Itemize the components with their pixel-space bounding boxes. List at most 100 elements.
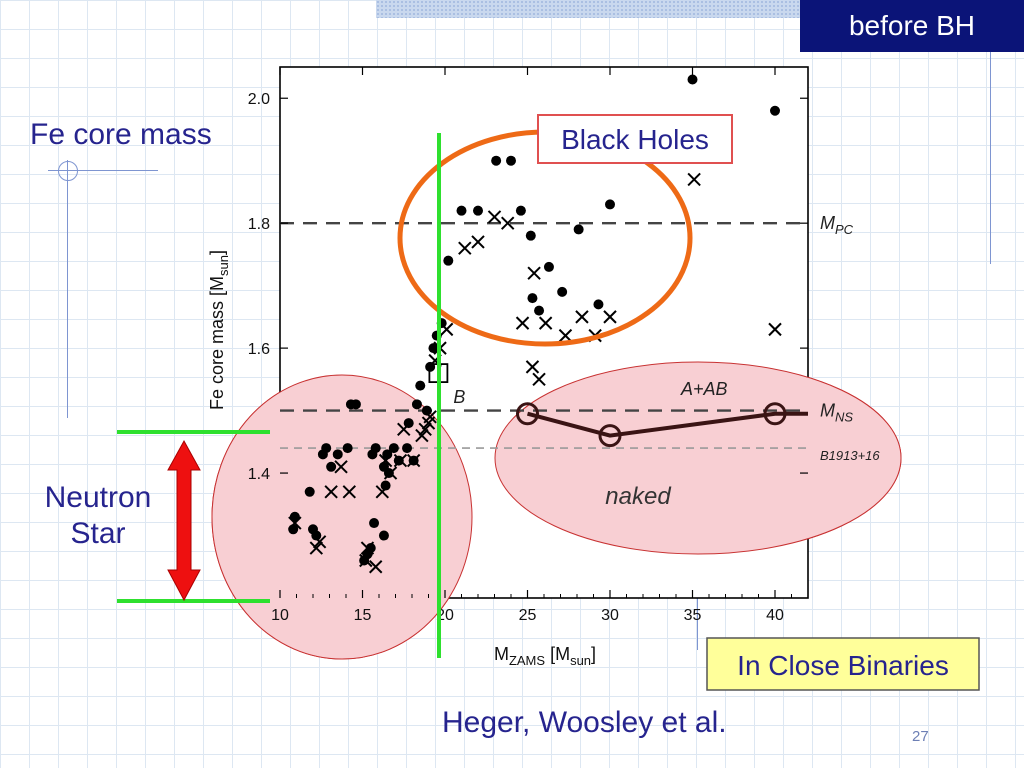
dot-point-31 [402, 443, 413, 454]
x-axis-label-sub: ZAMS [509, 653, 545, 668]
x-axis-label-main: M [494, 644, 509, 664]
companion-point-1 [598, 424, 622, 448]
cross-point-33 [309, 541, 324, 555]
companion-series-label: A+AB [680, 379, 728, 399]
dot-point-4 [605, 199, 615, 210]
cross-point-12 [439, 322, 454, 337]
x-tick-label-0: 10 [271, 607, 289, 624]
dot-point-22 [350, 399, 361, 410]
decor-line-right-vertical [990, 52, 991, 264]
cross-point-23 [378, 453, 393, 468]
dot-point-40 [380, 480, 391, 491]
dot-point-38 [383, 468, 394, 479]
x-axis-label: MZAMS [Msun] [494, 644, 596, 668]
dot-point-15 [593, 299, 604, 310]
dot-point-3 [506, 155, 516, 166]
reference-label-sub-1: NS [835, 410, 853, 425]
cross-point-4 [458, 241, 472, 255]
companion-line [526, 411, 808, 438]
corner-title-tab: before BH [800, 0, 1024, 52]
companion-point-0 [516, 402, 539, 426]
cross-point-31 [288, 516, 302, 530]
cross-point-35 [359, 553, 373, 568]
dot-point-41 [304, 486, 315, 497]
cross-point-32 [312, 535, 327, 549]
close-binaries-label: In Close Binaries [737, 650, 949, 681]
dot-point-20 [415, 380, 426, 391]
dot-point-11 [543, 261, 554, 272]
reference-label-2: B1913+16 [820, 448, 880, 463]
dot-point-13 [557, 286, 568, 297]
double-arrow-icon [167, 439, 201, 602]
cross-point-20 [418, 422, 432, 437]
dot-point-49 [359, 555, 370, 566]
y-axis-label: Fe core mass [Msun] [207, 250, 231, 410]
dot-point-33 [367, 449, 378, 460]
dot-point-18 [428, 343, 439, 354]
black-holes-label: Black Holes [561, 124, 709, 155]
cross-point-24 [393, 453, 408, 468]
y-tick-label-3: 2.0 [248, 91, 270, 108]
x-tick-label-4: 30 [601, 607, 619, 624]
cross-point-17 [768, 322, 782, 337]
reference-label-0: MPC [820, 213, 854, 237]
dot-point-50 [365, 543, 376, 554]
dot-point-12 [527, 293, 538, 304]
cross-point-22 [397, 422, 411, 437]
dot-point-10 [443, 255, 454, 266]
dot-point-36 [326, 461, 337, 472]
dot-point-8 [525, 230, 536, 241]
dot-point-0 [687, 74, 698, 85]
x-axis-label-close: ] [591, 644, 596, 664]
decor-circle [58, 161, 78, 181]
neutron-star-label-line2: Star [70, 517, 126, 550]
cross-point-29 [342, 485, 357, 499]
cross-point-6 [515, 316, 530, 330]
dot-point-28 [342, 443, 353, 454]
cross-point-9 [575, 310, 589, 324]
dot-point-1 [770, 105, 780, 116]
cross-point-3 [471, 235, 485, 249]
dot-point-45 [311, 530, 322, 541]
x-tick-label-6: 40 [766, 607, 784, 624]
dot-point-9 [573, 224, 584, 235]
annotation-b: B [453, 387, 465, 407]
y-tick-label-0: 1.4 [248, 466, 270, 483]
cross-point-26 [383, 466, 398, 480]
y-tick-label-2: 1.8 [248, 216, 270, 233]
decor-line-left-horizontal [48, 170, 158, 171]
x-tick-label-1: 15 [354, 607, 372, 624]
dot-point-23 [411, 399, 422, 410]
cross-point-21 [415, 428, 429, 443]
cross-point-5 [527, 266, 541, 280]
decor-line-left-vertical [67, 160, 68, 418]
y-axis-label-main: Fe core mass [M [207, 276, 227, 410]
citation: Heger, Woosley et al. [442, 706, 727, 739]
dot-point-5 [456, 205, 467, 216]
neutron-star-label: Neutron Star [28, 480, 168, 552]
dot-point-24 [421, 405, 432, 416]
dot-point-27 [332, 449, 343, 460]
cross-point-16 [532, 372, 546, 387]
cross-point-34 [360, 541, 375, 555]
cross-point-11 [603, 310, 617, 324]
neutron-star-label-line1: Neutron [44, 481, 152, 514]
annotation-naked: naked [605, 483, 671, 510]
cross-point-27 [334, 460, 348, 474]
corner-title-label: before BH [848, 10, 976, 41]
cross-point-0 [687, 172, 701, 187]
dot-point-30 [388, 443, 399, 454]
cross-point-2 [500, 216, 515, 230]
y-caption: Fe core mass [30, 118, 212, 151]
cross-point-36 [368, 560, 383, 574]
y-tick-label-1: 1.6 [248, 341, 270, 358]
dot-point-46 [369, 518, 380, 529]
cross-point-1 [487, 210, 502, 224]
x-tick-label-3: 25 [519, 607, 537, 624]
header-decor-strip [376, 0, 800, 18]
companion-point-2 [763, 402, 787, 426]
black-holes-box: Black Holes [537, 114, 733, 164]
dot-point-7 [515, 205, 526, 216]
y-axis-label-sub: sun [216, 255, 231, 276]
